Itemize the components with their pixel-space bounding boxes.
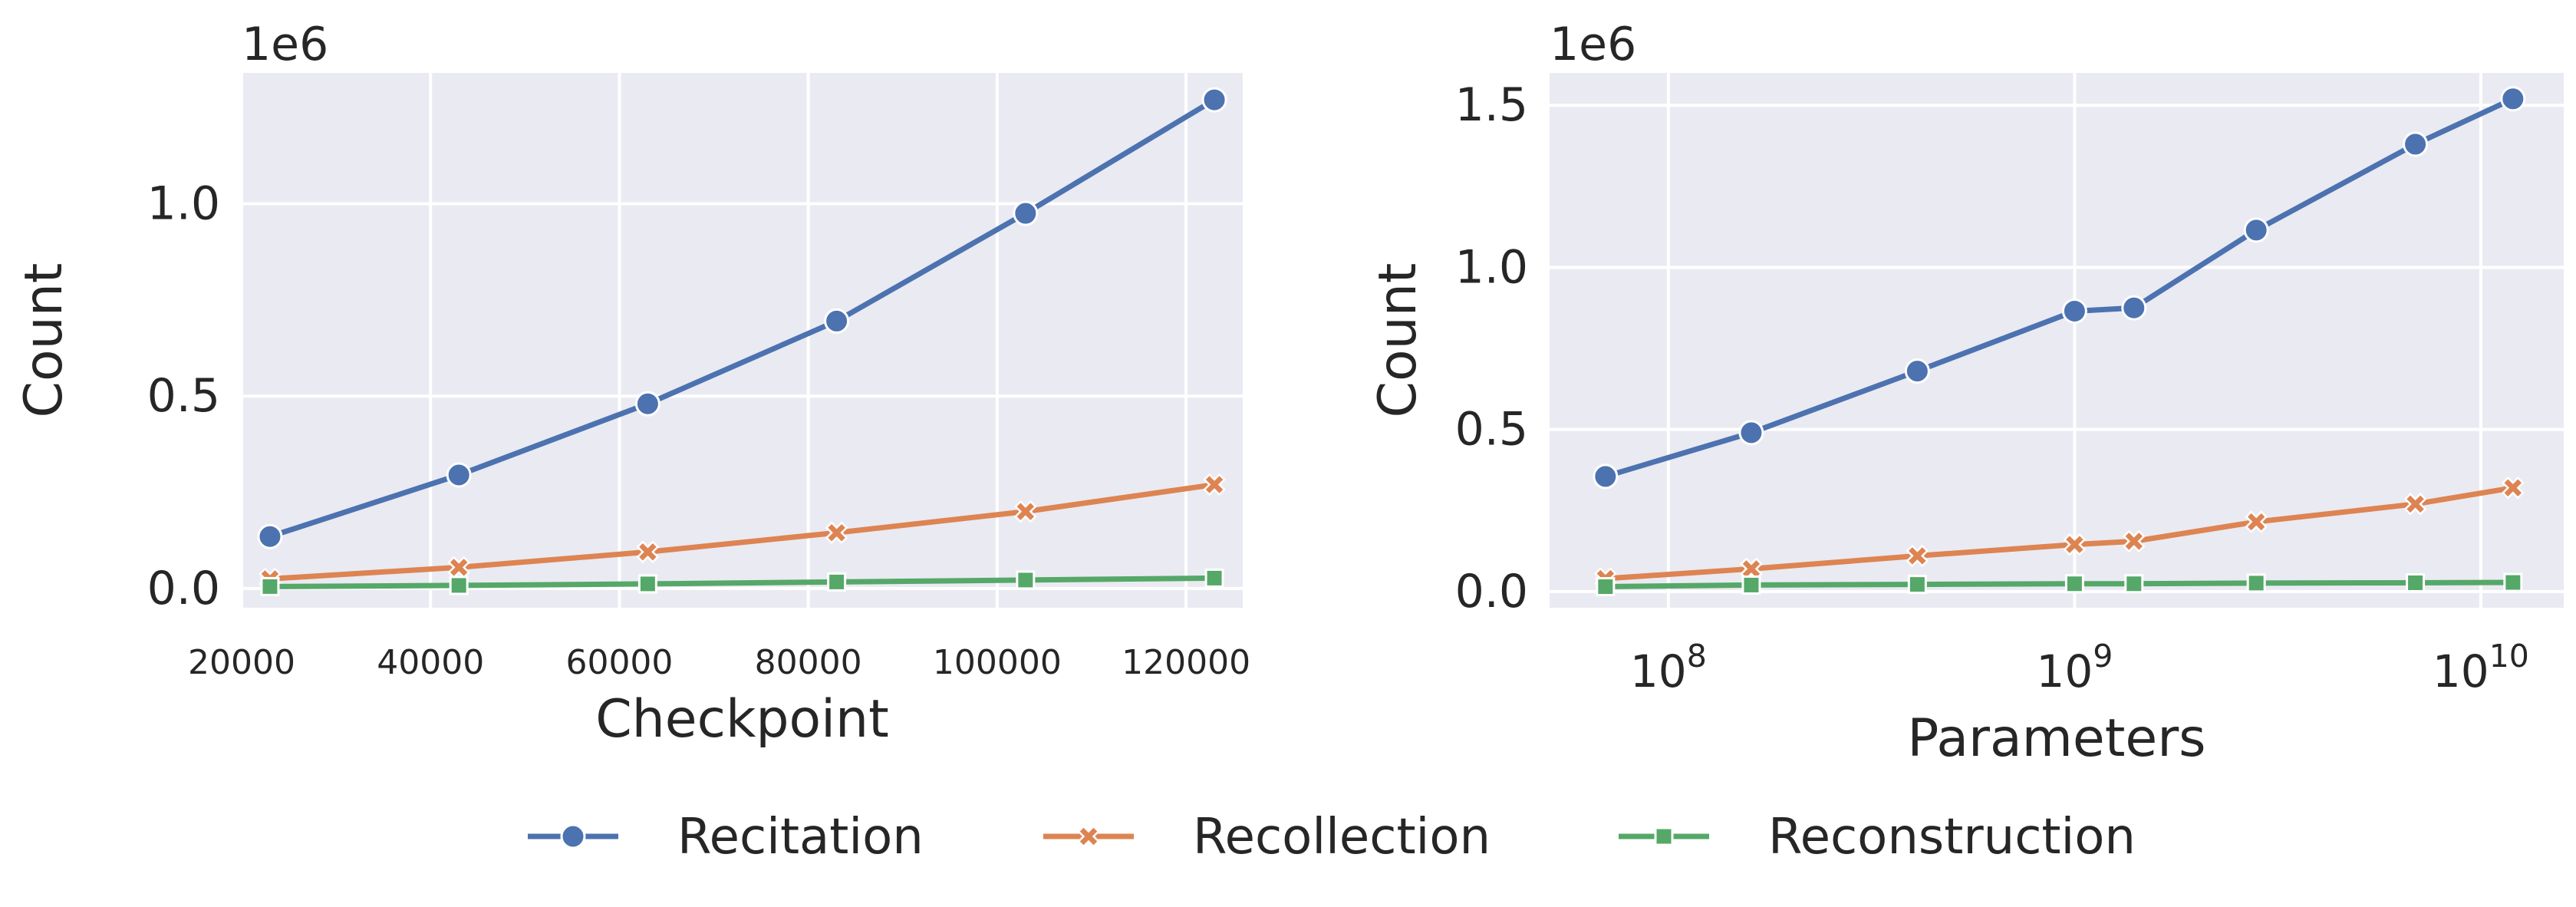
data-point: [1741, 575, 1761, 595]
x-tick-label: 40000: [377, 643, 484, 682]
data-point: [2246, 573, 2266, 593]
series-line: [1605, 485, 2514, 582]
plot-area: [242, 73, 1243, 608]
x-tick-label: 60000: [565, 643, 673, 682]
data-point: [2503, 572, 2523, 592]
series-line: [1605, 579, 2513, 590]
legend-item-recollection: Recollection: [1043, 809, 1491, 866]
data-point: [257, 523, 283, 549]
data-point: [1016, 570, 1036, 590]
data-point: [637, 574, 657, 594]
data-point: [449, 576, 469, 595]
data-point: [2063, 533, 2087, 556]
chart-2: 0.0 0.5 1.0 1.5 108 109 1010 1e6 Parameters Count: [1368, 18, 2564, 769]
data-point: [446, 462, 472, 488]
y-tick-label: 0.5: [147, 369, 220, 423]
series-recitation: [1593, 86, 2526, 490]
data-point: [1907, 575, 1927, 595]
data-point: [1904, 358, 1930, 384]
legend-label: Recitation: [677, 809, 924, 866]
data-point: [447, 556, 470, 579]
x-tick-label: 100000: [933, 643, 1062, 682]
data-point: [1740, 557, 1763, 581]
data-point: [2243, 217, 2269, 243]
data-point: [825, 521, 848, 544]
chart-1: 0.0 0.5 1.0 20000 40000 60000 80000 100000 12000…: [14, 18, 1250, 750]
series-recollection: [1594, 476, 2525, 590]
data-point: [2406, 572, 2426, 592]
series-line: [269, 482, 1215, 582]
y-axis-label: Count: [1368, 263, 1428, 418]
x-tick-label: 120000: [1122, 643, 1250, 682]
y-tick-label: 0.0: [1455, 565, 1528, 618]
legend-marker: [1654, 826, 1674, 846]
x-tick-label: 80000: [755, 643, 862, 682]
data-point: [824, 308, 850, 334]
data-point: [2403, 493, 2427, 516]
x-tick-label: 20000: [188, 643, 295, 682]
x-tick-label: 1010: [2433, 638, 2529, 698]
data-point: [2245, 510, 2268, 533]
data-point: [2502, 476, 2525, 500]
legend-label: Reconstruction: [1768, 809, 2136, 866]
data-point: [2500, 86, 2526, 112]
legend-marker: [1077, 825, 1100, 848]
series-reconstruction: [1596, 572, 2523, 597]
data-point: [1738, 420, 1764, 446]
data-point: [636, 540, 660, 564]
legend: Recitation Recollection Reconstruction: [528, 809, 2136, 866]
series-recitation: [257, 87, 1227, 549]
data-point: [1014, 500, 1037, 523]
y-tick-label: 1.5: [1455, 78, 1528, 132]
data-point: [260, 576, 280, 596]
y-tick-label: 0.5: [1455, 403, 1528, 457]
data-point: [2403, 131, 2429, 157]
y-tick-label: 0.0: [147, 562, 220, 615]
series-line: [1604, 96, 2515, 480]
legend-label: Recollection: [1193, 809, 1491, 866]
data-point: [1593, 463, 1619, 490]
x-tick-label: 108: [1630, 638, 1707, 698]
data-point: [1201, 87, 1227, 113]
data-point: [2061, 298, 2087, 324]
y-tick-label: 1.0: [1455, 240, 1528, 294]
data-point: [1203, 473, 1226, 496]
data-point: [827, 572, 847, 592]
legend-marker: [560, 823, 586, 849]
x-tick-label: 109: [2036, 638, 2113, 698]
x-axis-label: Parameters: [1907, 708, 2205, 769]
data-point: [2064, 574, 2084, 594]
y-tick-label: 1.0: [147, 176, 220, 230]
data-point: [2122, 529, 2146, 553]
y-axis-label: Count: [14, 263, 74, 418]
data-point: [1906, 544, 1929, 568]
data-point: [1013, 200, 1039, 226]
series-line: [269, 575, 1215, 589]
legend-item-reconstruction: Reconstruction: [1619, 809, 2136, 866]
data-point: [2121, 295, 2147, 321]
x-axis-label: Checkpoint: [595, 689, 889, 750]
data-point: [1596, 577, 1616, 597]
offset-label: 1e6: [242, 18, 328, 71]
series-line: [268, 97, 1216, 539]
data-point: [1204, 568, 1224, 588]
legend-item-recitation: Recitation: [528, 809, 924, 866]
data-point: [634, 391, 660, 417]
plot-area: [1550, 73, 2564, 608]
offset-label: 1e6: [1550, 18, 1636, 71]
data-point: [2124, 574, 2144, 594]
series-reconstruction: [260, 568, 1224, 596]
